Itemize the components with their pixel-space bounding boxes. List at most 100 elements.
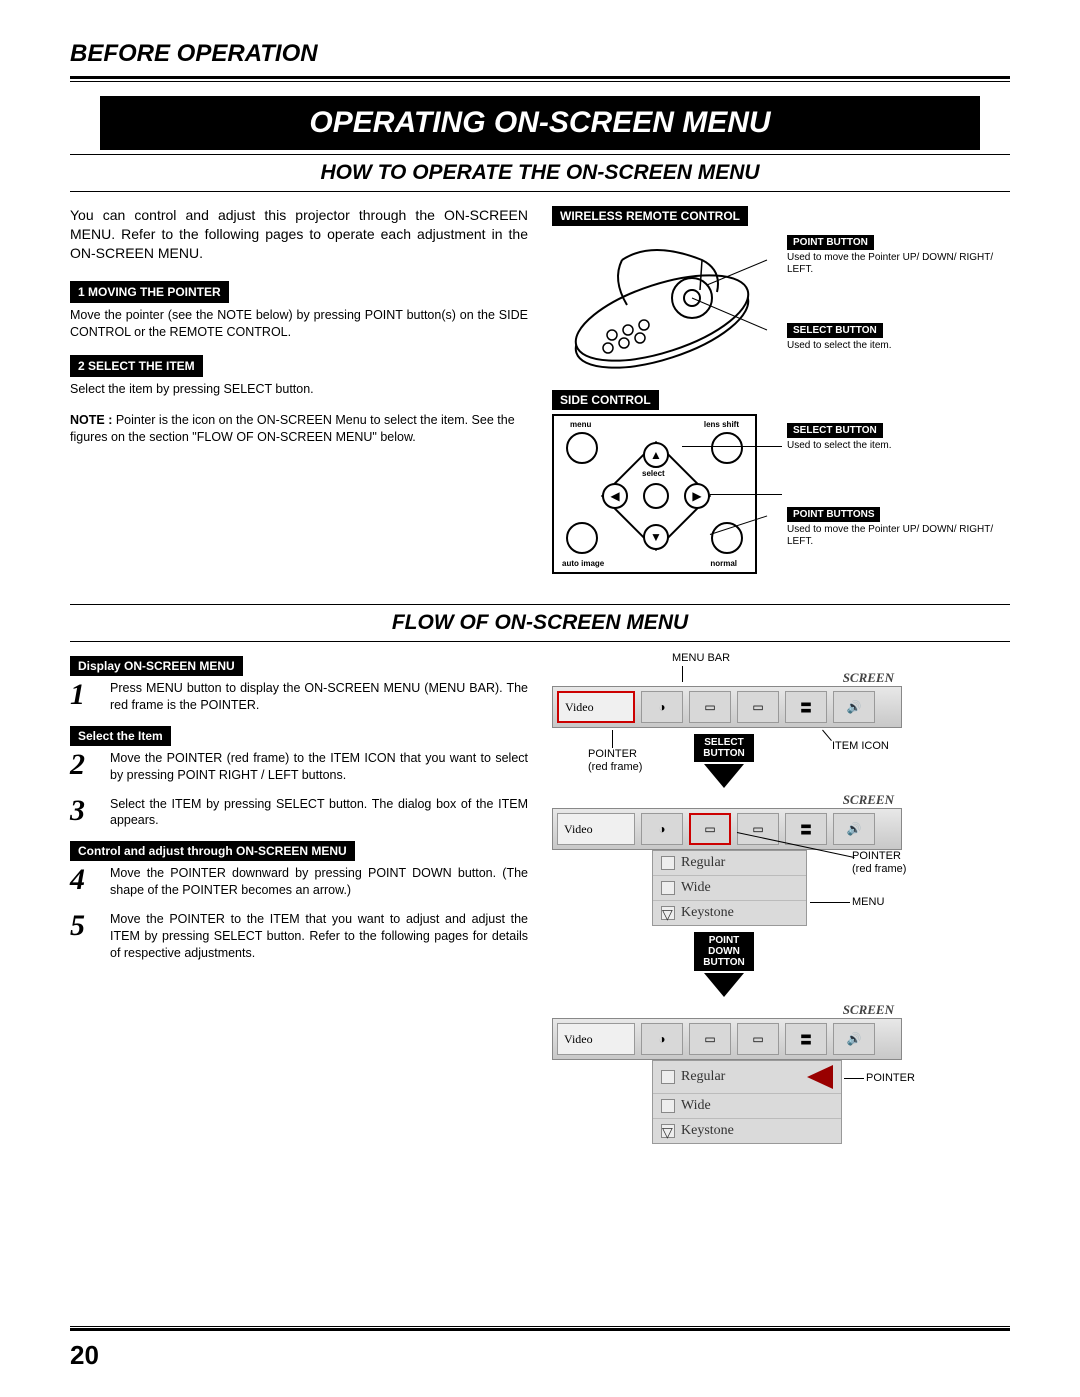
howto-right-column: WIRELESS REMOTE CONTROL POINT B — [552, 206, 1010, 594]
menu-bar-3: Video ◑ ▭ ▭ 〓 🔊 — [552, 1018, 902, 1060]
dd-keystone-3: ▽Keystone — [653, 1119, 841, 1143]
menubar-callout: MENU BAR — [672, 652, 730, 665]
step1-label: 1 MOVING THE POINTER — [70, 281, 229, 303]
point-down-arrow-icon — [704, 973, 744, 997]
select-center-button — [643, 483, 669, 509]
step-5-text: Move the POINTER to the ITEM that you wa… — [110, 911, 528, 962]
sc-auto-label: auto image — [562, 559, 604, 568]
menu-bar-2: Video ◑ ▭ ▭ 〓 🔊 — [552, 808, 902, 850]
step2-label: 2 SELECT THE ITEM — [70, 355, 203, 377]
step-number-1: 1 — [70, 680, 98, 710]
menu-icon-2d: 〓 — [785, 813, 827, 845]
video-cell-3: Video — [557, 1023, 635, 1055]
step-number-5: 5 — [70, 911, 98, 941]
sc-menu-button — [566, 432, 598, 464]
screen-word-1: SCREEN — [552, 670, 902, 686]
subheader-flow: FLOW OF ON-SCREEN MENU — [70, 604, 1010, 642]
menu-icon-3a: ◑ — [641, 1023, 683, 1055]
up-arrow-icon: ▲ — [643, 442, 669, 468]
point-button-desc: Used to move the Pointer UP/ DOWN/ RIGHT… — [787, 252, 1010, 276]
menu-icon-1d: 〓 — [785, 691, 827, 723]
menu-icon-3d: 〓 — [785, 1023, 827, 1055]
point-down-arrow-label: POINT DOWN BUTTON — [694, 932, 754, 971]
rule-thick — [70, 76, 1010, 79]
item-icon-callout: ITEM ICON — [832, 740, 889, 753]
sc-normal-label: normal — [710, 559, 737, 568]
dd-regular-2: Regular — [653, 851, 806, 876]
step-number-3: 3 — [70, 796, 98, 826]
page-number: 20 — [70, 1340, 99, 1371]
howto-left-column: You can control and adjust this projecto… — [70, 206, 528, 594]
video-cell-2: Video — [557, 813, 635, 845]
menu-bar-1: Video ◑ ▭ ▭ 〓 🔊 — [552, 686, 902, 728]
sc-lens-button — [711, 432, 743, 464]
step-2-text: Move the POINTER (red frame) to the ITEM… — [110, 750, 528, 784]
dropdown-2: Regular Wide ▽Keystone — [652, 850, 807, 926]
dd-regular-3: Regular — [653, 1061, 841, 1094]
step1-body: Move the pointer (see the NOTE below) by… — [70, 307, 528, 341]
menu-icon-3e: 🔊 — [833, 1023, 875, 1055]
note-text: NOTE : Pointer is the icon on the ON-SCR… — [70, 412, 528, 446]
remote-title: WIRELESS REMOTE CONTROL — [552, 206, 748, 226]
step-4-text: Move the POINTER downward by pressing PO… — [110, 865, 528, 899]
flow-left-column: Display ON-SCREEN MENU 1 Press MENU butt… — [70, 656, 528, 1144]
screen-word-3: SCREEN — [552, 1002, 902, 1018]
rule-thin — [70, 81, 1010, 82]
pointer-callout-1: POINTER(red frame) — [588, 748, 642, 774]
pointer-callout-2: POINTER(red frame) — [852, 850, 906, 876]
dd-keystone-2: ▽Keystone — [653, 901, 806, 925]
pointer-arrow-icon — [807, 1065, 833, 1089]
sc-point-chip: POINT BUTTONS — [787, 507, 880, 522]
menu-icon-1a: ◑ — [641, 691, 683, 723]
note-body: Pointer is the icon on the ON-SCREEN Men… — [70, 413, 515, 444]
intro-text: You can control and adjust this projecto… — [70, 206, 528, 263]
subheader-howto: HOW TO OPERATE THE ON-SCREEN MENU — [70, 154, 1010, 192]
select-arrow-icon — [704, 764, 744, 788]
right-arrow-icon: ▶ — [684, 483, 710, 509]
select-button-arrow-label: SELECT BUTTON — [694, 734, 754, 762]
menu-icon-2a: ◑ — [641, 813, 683, 845]
step-number-2: 2 — [70, 750, 98, 780]
step-3-text: Select the ITEM by pressing SELECT butto… — [110, 796, 528, 830]
flow-right-column: MENU BAR SCREEN Video ◑ ▭ ▭ 〓 🔊 POINTER(… — [552, 656, 1010, 1144]
sc-auto-button — [566, 522, 598, 554]
step-number-4: 4 — [70, 865, 98, 895]
flow-h2: Select the Item — [70, 726, 171, 746]
dd-wide-3: Wide — [653, 1094, 841, 1119]
screen-word-2: SCREEN — [552, 792, 902, 808]
point-button-label: POINT BUTTON — [787, 235, 874, 250]
step2-body: Select the item by pressing SELECT butto… — [70, 381, 528, 398]
pointer-callout-3: POINTER — [866, 1072, 915, 1085]
step-1-text: Press MENU button to display the ON-SCRE… — [110, 680, 528, 714]
page-header: BEFORE OPERATION — [70, 40, 1010, 68]
select-button-desc: Used to select the item. — [787, 340, 892, 352]
menu-icon-1b: ▭ — [689, 691, 731, 723]
video-cell-1: Video — [557, 691, 635, 723]
left-arrow-icon: ◀ — [602, 483, 628, 509]
down-arrow-icon: ▼ — [643, 524, 669, 550]
sc-lens-label: lens shift — [704, 420, 739, 429]
menu-icon-3c: ▭ — [737, 1023, 779, 1055]
side-control-title: SIDE CONTROL — [552, 390, 659, 410]
menu-icon-1c: ▭ — [737, 691, 779, 723]
sc-normal-button — [711, 522, 743, 554]
title-band: OPERATING ON-SCREEN MENU — [100, 96, 980, 150]
menu-icon-1e: 🔊 — [833, 691, 875, 723]
select-button-label: SELECT BUTTON — [787, 323, 883, 338]
menu-icon-2b: ▭ — [689, 813, 731, 845]
sc-select-desc: Used to select the item. — [787, 440, 892, 452]
flow-h1: Display ON-SCREEN MENU — [70, 656, 243, 676]
sc-point-desc: Used to move the Pointer UP/ DOWN/ RIGHT… — [787, 524, 1010, 548]
sc-select-chip: SELECT BUTTON — [787, 423, 883, 438]
menu-icon-2e: 🔊 — [833, 813, 875, 845]
flow-h3: Control and adjust through ON-SCREEN MEN… — [70, 841, 355, 861]
menu-callout: MENU — [852, 896, 884, 909]
remote-illustration — [552, 230, 782, 380]
dropdown-3: Regular Wide ▽Keystone — [652, 1060, 842, 1144]
sc-menu-label: menu — [570, 420, 591, 429]
menu-icon-3b: ▭ — [689, 1023, 731, 1055]
note-label: NOTE : — [70, 413, 112, 427]
dd-wide-2: Wide — [653, 876, 806, 901]
footer-rule-thin — [70, 1326, 1010, 1327]
footer-rule-thick — [70, 1328, 1010, 1331]
